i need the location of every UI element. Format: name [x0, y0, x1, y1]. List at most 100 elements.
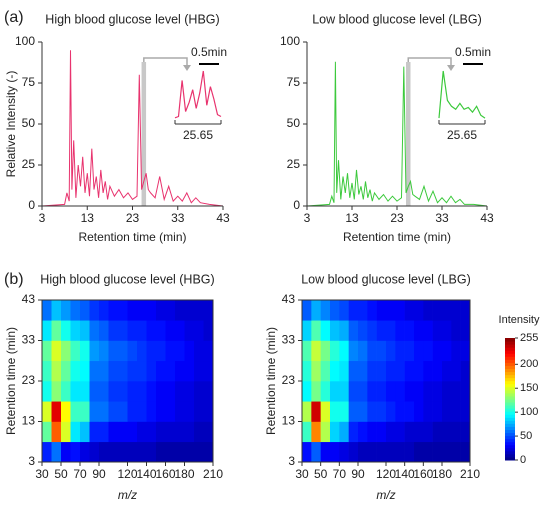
heat-cell — [80, 401, 90, 422]
highlight — [406, 62, 411, 206]
heat-cell — [432, 421, 443, 443]
y-axis-label: Retention time (min) — [4, 327, 18, 435]
heat-cell — [460, 320, 471, 341]
heat-cell — [404, 401, 415, 422]
heat-cell — [302, 441, 312, 463]
heat-cell — [358, 441, 368, 463]
heat-cell — [70, 421, 81, 443]
heat-cell — [395, 421, 405, 443]
heat-cell — [442, 381, 452, 402]
heat-cell — [99, 320, 109, 341]
heat-cell — [70, 340, 81, 362]
heat-cell — [451, 360, 461, 382]
heat-cell — [414, 381, 424, 402]
heat-cell — [89, 360, 100, 382]
x-tick-label: 23 — [390, 211, 404, 225]
colorbar-step — [505, 405, 515, 409]
heat-cell — [184, 441, 195, 463]
chart-title: Low blood glucose level (LBG) — [301, 272, 471, 286]
x-tick-label: 140 — [395, 467, 415, 481]
heat-cell — [108, 320, 119, 341]
colorbar-step — [505, 350, 515, 354]
heat-cell — [330, 320, 340, 341]
heat-cell — [99, 360, 109, 382]
heat-cell — [175, 401, 185, 422]
heat-cell — [137, 300, 147, 321]
heat-cell — [376, 441, 387, 463]
heat-cell — [194, 381, 204, 402]
heat-cell — [61, 340, 71, 362]
heat-cell — [460, 360, 471, 382]
heat-cell — [320, 360, 331, 382]
heat-cell — [61, 441, 71, 463]
y-tick-label: 50 — [287, 116, 301, 130]
heat-cell — [460, 401, 471, 422]
colorbar-step — [505, 374, 515, 379]
heat-cell — [118, 360, 128, 382]
heat-cell — [460, 421, 471, 443]
heat-cell — [358, 340, 368, 362]
colorbar-tick-label: 100 — [520, 406, 538, 418]
heat-cell — [80, 381, 90, 402]
colorbar-step — [505, 338, 515, 342]
heat-cell — [302, 300, 312, 321]
heat-cell — [302, 320, 312, 341]
heat-cell — [311, 441, 321, 463]
heat-cell — [414, 441, 424, 463]
heat-cell — [156, 320, 166, 341]
x-tick-label: 43 — [216, 211, 230, 225]
heat-cell — [118, 340, 128, 362]
heat-cell — [108, 441, 119, 463]
x-tick-label: 140 — [136, 467, 156, 481]
heat-cell — [376, 300, 387, 321]
heat-cell — [376, 360, 387, 382]
chart-title: High blood glucose level (HBG) — [45, 12, 219, 26]
heat-cell — [118, 441, 128, 463]
y-tick-label: 0 — [28, 198, 35, 212]
heat-cell — [127, 441, 138, 463]
x-tick-label: 13 — [345, 211, 359, 225]
heat-cell — [432, 300, 443, 321]
line — [306, 61, 488, 207]
y-tick-label: 75 — [287, 75, 301, 89]
scale-label: 0.5min — [191, 45, 227, 59]
heat-cell — [165, 401, 176, 422]
heat-cell — [386, 300, 396, 321]
heat-cell — [184, 340, 195, 362]
heat-cell — [42, 381, 52, 402]
heat-cell — [348, 421, 359, 443]
heat-cell — [61, 300, 71, 321]
heat-cell — [386, 320, 396, 341]
x-axis-label: m/z — [376, 488, 395, 502]
heat-cell — [80, 300, 90, 321]
arrow-head — [447, 65, 455, 71]
heat-cell — [89, 381, 100, 402]
heat-cell — [451, 381, 461, 402]
heat-cell — [203, 320, 214, 341]
heat-cell — [146, 360, 157, 382]
heat-cell — [404, 360, 415, 382]
colorbar-step — [505, 450, 515, 455]
heat-cell — [432, 360, 443, 382]
heat-cell — [203, 381, 214, 402]
heat-cell — [451, 320, 461, 341]
heat-cell — [146, 381, 157, 402]
heat-cell — [194, 421, 204, 443]
heat-cell — [108, 340, 119, 362]
x-tick-label: 33 — [171, 211, 185, 225]
heat-cell — [61, 381, 71, 402]
heat-cell — [358, 360, 368, 382]
heat-cell — [339, 320, 349, 341]
heat-cell — [320, 421, 331, 443]
heat-cell — [302, 360, 312, 382]
y-tick-label: 50 — [22, 116, 36, 130]
colorbar-step — [505, 347, 515, 351]
heat-cell — [194, 360, 204, 382]
heat-cell — [194, 441, 204, 463]
arrow-head — [183, 65, 191, 71]
heat-cell — [348, 381, 359, 402]
x-tick-label: 70 — [73, 467, 87, 481]
heat-cell — [376, 381, 387, 402]
colorbar-step — [505, 371, 515, 376]
heat-cell — [70, 300, 81, 321]
